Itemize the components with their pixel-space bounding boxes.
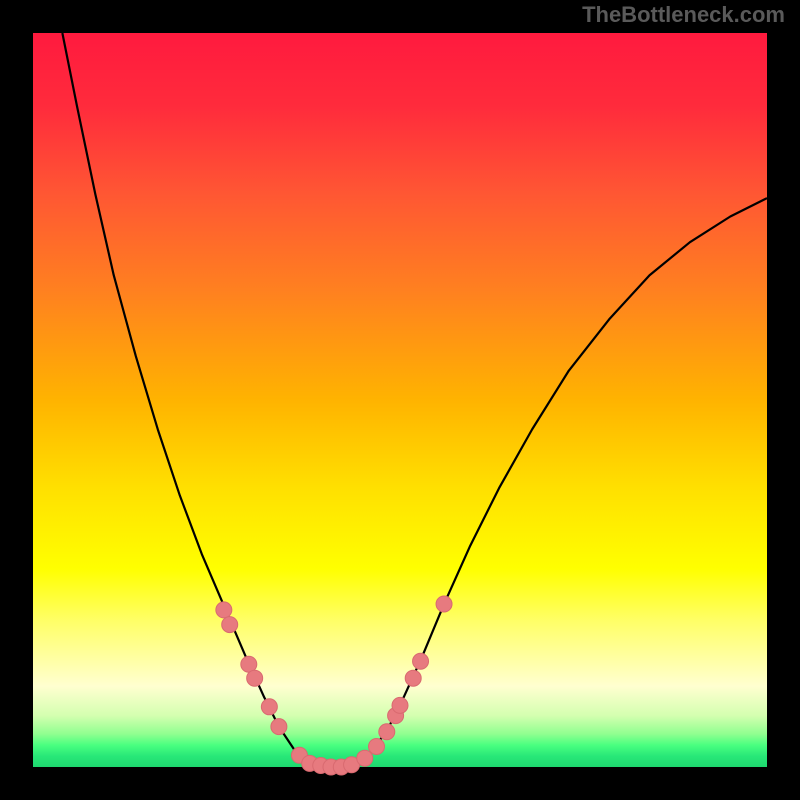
data-marker <box>357 750 373 766</box>
data-marker <box>247 670 263 686</box>
plot-background <box>33 33 767 767</box>
data-marker <box>216 602 232 618</box>
chart-svg <box>0 0 800 800</box>
data-marker <box>405 670 421 686</box>
data-marker <box>271 719 287 735</box>
data-marker <box>261 699 277 715</box>
data-marker <box>392 697 408 713</box>
data-marker <box>436 596 452 612</box>
data-marker <box>222 617 238 633</box>
data-marker <box>379 724 395 740</box>
chart-container: TheBottleneck.com <box>0 0 800 800</box>
data-marker <box>413 653 429 669</box>
data-marker <box>369 738 385 754</box>
